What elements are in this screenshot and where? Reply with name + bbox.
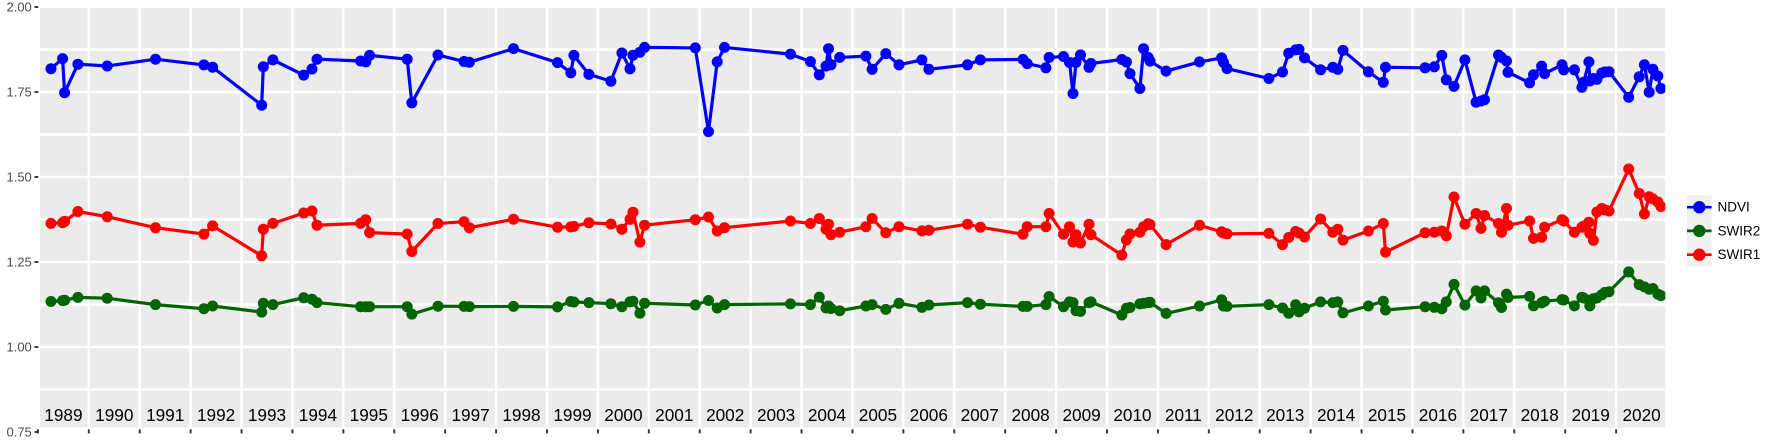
svg-text:1995: 1995 bbox=[350, 405, 388, 425]
svg-text:2010: 2010 bbox=[1113, 405, 1151, 425]
svg-text:2016: 2016 bbox=[1419, 405, 1457, 425]
svg-text:1.75: 1.75 bbox=[6, 85, 31, 100]
svg-text:2015: 2015 bbox=[1368, 405, 1406, 425]
svg-text:2000: 2000 bbox=[604, 405, 642, 425]
svg-text:2012: 2012 bbox=[1215, 405, 1253, 425]
svg-text:1991: 1991 bbox=[146, 405, 184, 425]
svg-text:1989: 1989 bbox=[44, 405, 82, 425]
svg-text:2007: 2007 bbox=[961, 405, 999, 425]
svg-text:1996: 1996 bbox=[401, 405, 439, 425]
svg-text:2014: 2014 bbox=[1317, 405, 1356, 425]
svg-text:2020: 2020 bbox=[1622, 405, 1660, 425]
svg-text:NDVI: NDVI bbox=[1718, 200, 1750, 215]
svg-text:1997: 1997 bbox=[451, 405, 489, 425]
svg-text:2001: 2001 bbox=[655, 405, 693, 425]
svg-text:1992: 1992 bbox=[197, 405, 235, 425]
svg-text:1990: 1990 bbox=[95, 405, 133, 425]
svg-text:1993: 1993 bbox=[248, 405, 286, 425]
svg-text:SWIR2: SWIR2 bbox=[1718, 223, 1761, 238]
svg-text:2019: 2019 bbox=[1572, 405, 1610, 425]
svg-text:1.00: 1.00 bbox=[6, 340, 31, 355]
svg-text:2009: 2009 bbox=[1062, 405, 1100, 425]
svg-text:2.00: 2.00 bbox=[6, 0, 31, 15]
svg-text:2003: 2003 bbox=[757, 405, 795, 425]
svg-text:2018: 2018 bbox=[1521, 405, 1559, 425]
svg-text:1998: 1998 bbox=[502, 405, 540, 425]
svg-text:1994: 1994 bbox=[299, 405, 338, 425]
svg-text:SWIR1: SWIR1 bbox=[1718, 247, 1761, 262]
svg-text:2006: 2006 bbox=[910, 405, 948, 425]
svg-text:2005: 2005 bbox=[859, 405, 897, 425]
svg-text:2008: 2008 bbox=[1011, 405, 1049, 425]
svg-text:2017: 2017 bbox=[1470, 405, 1508, 425]
svg-text:2011: 2011 bbox=[1165, 405, 1202, 425]
svg-text:1.50: 1.50 bbox=[6, 170, 31, 185]
svg-text:1.25: 1.25 bbox=[6, 255, 31, 270]
svg-text:2004: 2004 bbox=[808, 405, 847, 425]
svg-text:2013: 2013 bbox=[1266, 405, 1304, 425]
svg-text:2002: 2002 bbox=[706, 405, 744, 425]
svg-text:0.75: 0.75 bbox=[6, 425, 31, 440]
svg-text:1999: 1999 bbox=[553, 405, 591, 425]
